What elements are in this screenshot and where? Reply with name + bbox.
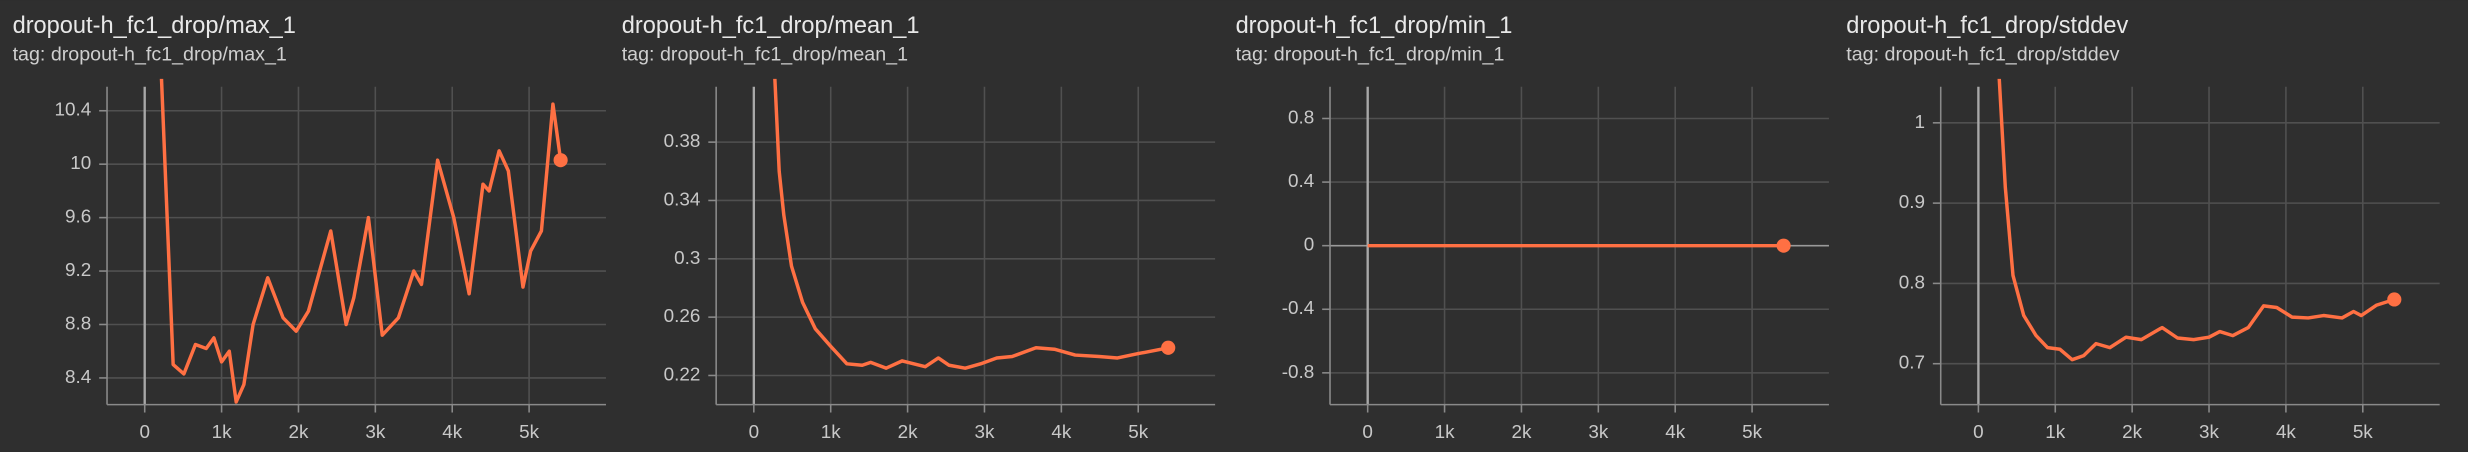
x-tick-label: 1k	[1435, 422, 1455, 443]
y-tick-label: 1	[1914, 112, 1925, 133]
y-tick-label: 0.8	[1899, 272, 1925, 293]
x-tick-label: 3k	[365, 422, 385, 443]
last-point	[1161, 340, 1176, 355]
x-tick-label: 2k	[898, 422, 918, 443]
y-tick-label: 0.9	[1899, 192, 1925, 213]
last-point	[2387, 292, 2402, 307]
x-tick-label: 5k	[1742, 422, 1762, 443]
chart-tag: tag: dropout-h_fc1_drop/min_1	[1236, 43, 1505, 65]
x-tick-label: 4k	[1665, 422, 1685, 443]
y-tick-label: 0.4	[1288, 171, 1314, 192]
x-tick-label: 1k	[2045, 422, 2065, 443]
y-tick-label: 9.2	[65, 260, 91, 281]
x-tick-label: 2k	[288, 422, 308, 443]
chart-title: dropout-h_fc1_drop/max_1	[13, 13, 296, 39]
x-tick-label: 2k	[1511, 422, 1531, 443]
x-tick-label: 3k	[2199, 422, 2219, 443]
y-tick-label: -0.4	[1282, 298, 1315, 319]
chart-tag: tag: dropout-h_fc1_drop/mean_1	[622, 43, 908, 65]
y-tick-label: 0.3	[674, 248, 700, 269]
x-tick-label: 1k	[821, 422, 841, 443]
chart-title: dropout-h_fc1_drop/stddev	[1846, 13, 2128, 39]
chart-panel: dropout-h_fc1_drop/stddev tag: dropout-h_…	[1846, 13, 2440, 443]
y-tick-label: -0.8	[1282, 362, 1315, 383]
last-point	[553, 153, 568, 168]
y-tick-label: 0	[1304, 235, 1314, 256]
x-tick-label: 0	[1362, 422, 1372, 443]
x-tick-label: 2k	[2122, 422, 2142, 443]
x-tick-label: 4k	[442, 422, 462, 443]
x-tick-label: 3k	[1588, 422, 1608, 443]
x-tick-label: 4k	[1051, 422, 1071, 443]
last-point	[1776, 238, 1791, 253]
y-tick-label: 0.7	[1899, 353, 1925, 374]
y-tick-label: 0.22	[664, 364, 701, 385]
x-tick-label: 0	[749, 422, 760, 443]
x-tick-label: 5k	[1128, 422, 1148, 443]
chart-panel: dropout-h_fc1_drop/max_1 tag: dropout-h_f…	[13, 13, 606, 443]
y-tick-label: 0.38	[664, 131, 701, 152]
chart-title: dropout-h_fc1_drop/mean_1	[622, 13, 920, 39]
x-tick-label: 4k	[2276, 422, 2296, 443]
y-tick-label: 8.4	[65, 367, 91, 388]
series-line	[1997, 78, 2395, 362]
x-tick-label: 3k	[975, 422, 995, 443]
x-tick-label: 5k	[519, 422, 539, 443]
chart-tag: tag: dropout-h_fc1_drop/max_1	[13, 43, 287, 65]
y-tick-label: 0.8	[1288, 107, 1314, 128]
series-line	[773, 78, 1169, 370]
chart-panel: dropout-h_fc1_drop/min_1 tag: dropout-h_f…	[1236, 13, 1829, 443]
y-tick-label: 8.8	[65, 313, 91, 334]
chart-title: dropout-h_fc1_drop/min_1	[1236, 13, 1513, 39]
y-tick-label: 10	[70, 153, 91, 174]
chart-panel: dropout-h_fc1_drop/mean_1 tag: dropout-h_…	[622, 13, 1216, 443]
y-tick-label: 10.4	[55, 100, 92, 121]
x-tick-label: 0	[139, 422, 150, 443]
x-tick-label: 0	[1973, 422, 1984, 443]
x-tick-label: 5k	[2353, 422, 2373, 443]
x-tick-label: 1k	[212, 422, 232, 443]
chart-tag: tag: dropout-h_fc1_drop/stddev	[1846, 43, 2119, 65]
y-tick-label: 0.34	[664, 189, 701, 210]
series-line	[159, 78, 563, 404]
y-tick-label: 9.6	[65, 207, 91, 228]
y-tick-label: 0.26	[664, 306, 701, 327]
